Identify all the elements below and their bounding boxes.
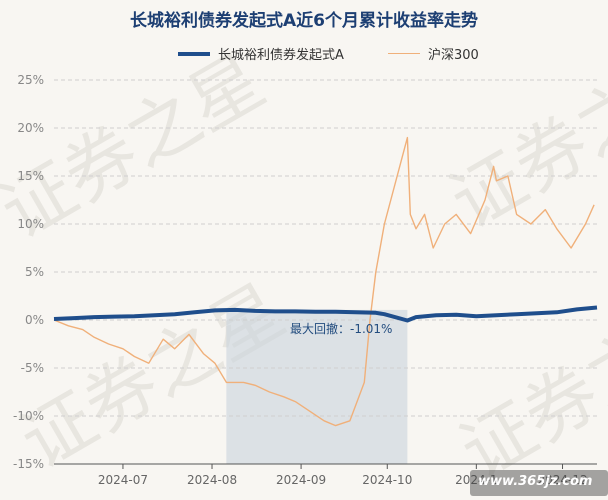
x-tick-label: 2024-09 — [276, 473, 326, 487]
legend: 长城裕利债券发起式A 沪深300 — [0, 44, 608, 64]
x-tick-label: 2024-10 — [362, 473, 412, 487]
x-tick-label: 2024-12 — [537, 473, 587, 487]
y-tick-label: -10% — [13, 409, 44, 423]
label-layer: 最大回撤：-1.01% — [290, 321, 392, 336]
drawdown-layer — [226, 309, 408, 464]
axis-layer: 25% 20% 15% 10% 5% 0% -5% -10% -15% 2024-07 2024-0… — [13, 73, 597, 487]
y-tick-label: 15% — [17, 169, 44, 183]
y-tick-label: -15% — [13, 457, 44, 471]
series-line-fund — [53, 305, 598, 323]
chart-title: 长城裕利债券发起式A近6个月累计收益率走势 — [130, 11, 478, 31]
x-tick-label: 2024-07 — [98, 473, 148, 487]
legend-label-fund: 长城裕利债券发起式A — [218, 48, 344, 63]
legend-label-index: 沪深300 — [428, 48, 479, 63]
y-tick-label: 20% — [17, 121, 44, 135]
y-tick-label: -5% — [21, 361, 44, 375]
series-layer — [53, 136, 598, 427]
y-tick-label: 5% — [25, 265, 44, 279]
legend-item-index[interactable]: 沪深300 — [388, 44, 479, 63]
legend-swatch-fund — [178, 51, 210, 56]
x-tick-label: 2024-1 — [455, 473, 498, 487]
series-line-index — [53, 136, 595, 427]
legend-swatch-index — [388, 53, 420, 54]
x-tick-label: 2024-08 — [187, 473, 237, 487]
y-tick-label: 0% — [25, 313, 44, 327]
y-tick-label: 25% — [17, 73, 44, 87]
site-watermark-bg — [470, 470, 608, 496]
max-drawdown-area — [226, 309, 408, 464]
y-tick-label: 10% — [17, 217, 44, 231]
site-watermark: www.365jz.com — [478, 474, 593, 489]
legend-item-fund[interactable]: 长城裕利债券发起式A — [178, 44, 344, 63]
max-drawdown-label: 最大回撤：-1.01% — [290, 321, 392, 336]
